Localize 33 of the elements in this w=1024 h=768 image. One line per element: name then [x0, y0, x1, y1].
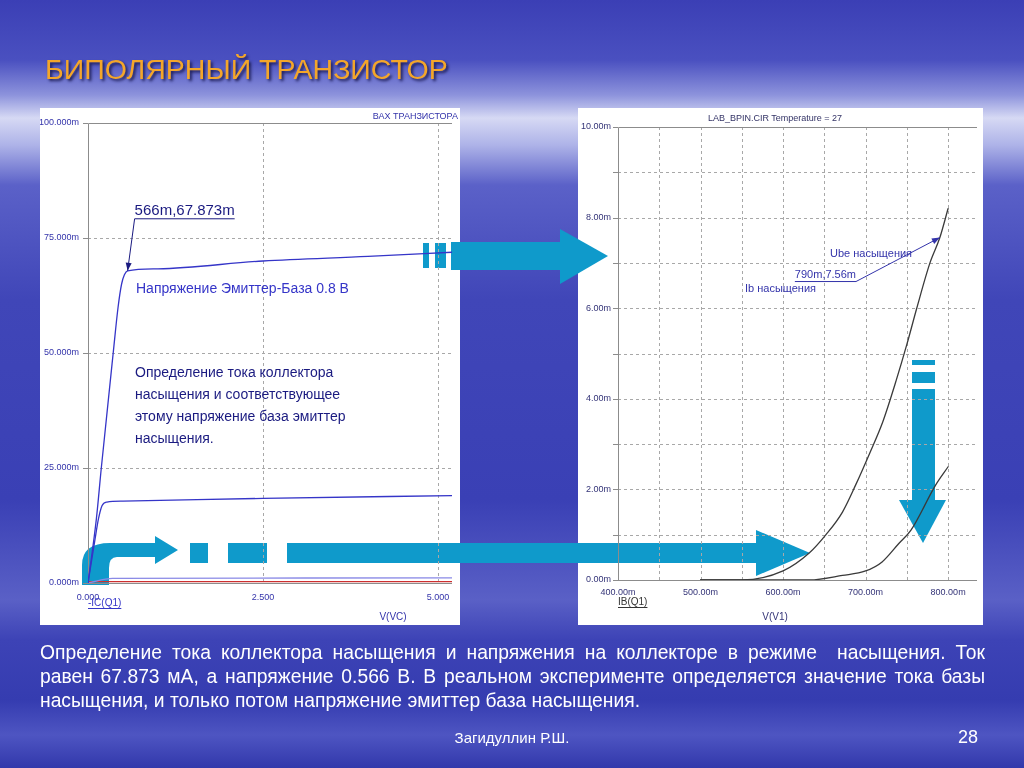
chart-title: ВАХ ТРАНЗИСТОРА [372, 111, 458, 121]
x-tick-label: 2.500 [251, 591, 275, 602]
x-tick-label: 600.00m [765, 586, 801, 597]
x-tick-label: 700.00m [848, 586, 884, 597]
x-tick-label: 5.000 [426, 591, 450, 602]
x-axis-title: V(VC) [379, 611, 407, 622]
y-tick-label: 10.00m [580, 121, 611, 132]
x-axis-title: V(V1) [762, 611, 788, 622]
y-tick-label: 6.00m [585, 302, 611, 313]
y-tick-label: 4.00m [585, 393, 611, 404]
series-label: Напряжение Эмиттер-База 0.8 В [136, 280, 349, 296]
text: 28 [958, 727, 979, 748]
annotation: Ube насыщения [830, 247, 913, 259]
annotation: 790m,7.56m [794, 267, 857, 280]
text: БИПОЛЯРНЫЙ ТРАНЗИСТОР [45, 53, 448, 86]
y-tick-label: 0.000m [48, 577, 79, 588]
chart-title: LAB_BPIN.CIR Temperature = 27 [707, 113, 843, 123]
y-tick-label: 2.00m [585, 483, 611, 494]
text: IB(Q1) [618, 596, 648, 607]
text: Загидуллин Р.Ш. [454, 729, 570, 746]
y-tick-label: 50.000m [43, 347, 79, 358]
y-tick-label: 75.000m [43, 232, 79, 243]
y-tick-label: 8.00m [585, 212, 611, 223]
x-tick-label: 800.00m [930, 586, 966, 597]
annotation: 566m,67.873m [134, 200, 235, 218]
x-tick-label: 400.00m [600, 586, 636, 597]
x-tick-label: 500.00m [683, 586, 719, 597]
annotation: Определение тока коллектора насыщения и соответствующее этому напряжение база эмиттер насыщения. [135, 364, 346, 446]
y-tick-label: 25.000m [43, 462, 79, 473]
text: Определение тока коллектора насыщения и напряжения на коллекторе в режиме насыщения. Ток равен 67.873 мА, а напряжение 0.566 В. В реальном эксперименте определяется значение тока базы насыщения, и только потом напряжение эмиттер база насыщения. [40, 641, 985, 713]
annotation: Ib насыщения [745, 282, 817, 294]
y-tick-label: 0.00m [585, 574, 611, 585]
y-tick-label: 100.000m [38, 117, 79, 128]
